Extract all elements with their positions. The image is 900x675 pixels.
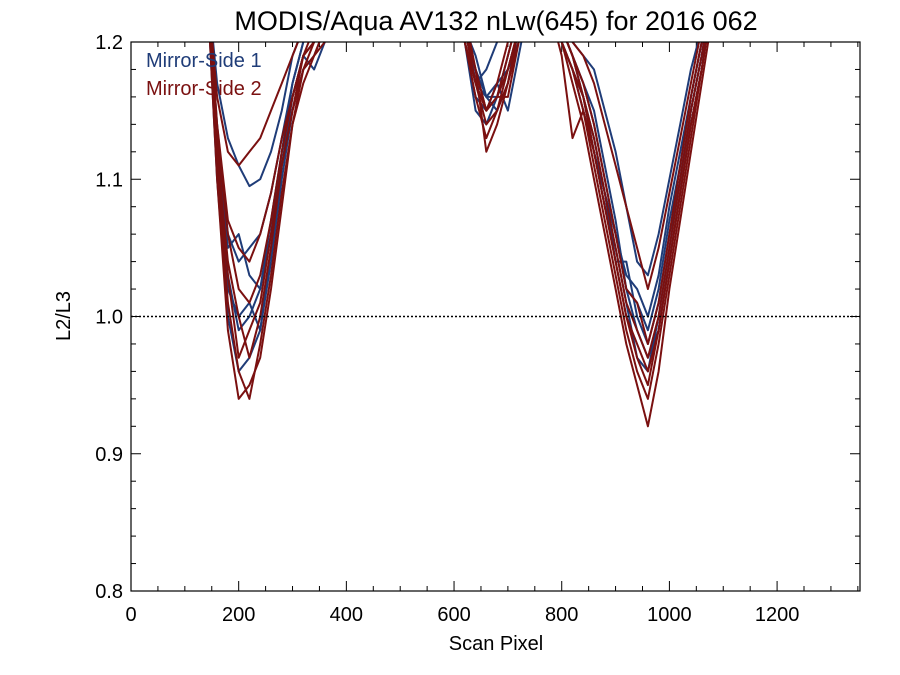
x-axis-label: Scan Pixel [449,633,544,655]
y-tick-labels: 0.8 0.9 1.0 1.1 1.2 [95,32,123,603]
x-tick-label: 800 [545,604,578,626]
x-tick-label: 0 [125,604,136,626]
series-layer [208,42,710,428]
y-tick-label: 1.1 [95,169,123,191]
y-tick-label: 1.0 [95,307,123,329]
legend-entry: Mirror-Side 1 [146,50,262,72]
plot-frame [130,41,861,592]
legend-entry: Mirror-Side 2 [146,78,262,100]
x-tick-label: 1200 [755,604,800,626]
series-line-8 [208,42,710,428]
y-axis-label: L2/L3 [53,291,75,341]
legend: Mirror-Side 1 Mirror-Side 2 [146,50,262,100]
series-line-9 [209,42,708,400]
series-line-13 [209,42,708,387]
x-tick-label: 1000 [647,604,692,626]
y-tick-label: 0.8 [95,581,123,603]
y-tick-label: 0.9 [95,444,123,466]
axis-ticks [130,41,860,592]
series-line-7 [211,42,701,290]
y-tick-label: 1.2 [95,32,123,54]
x-tick-label: 400 [330,604,363,626]
x-tick-label: 200 [222,604,255,626]
chart-title: MODIS/Aqua AV132 nLw(645) for 2016 062 [234,6,757,36]
x-tick-labels: 0 200 400 600 800 1000 1200 [125,604,799,626]
series-line-12 [210,42,703,345]
x-tick-label: 600 [437,604,470,626]
